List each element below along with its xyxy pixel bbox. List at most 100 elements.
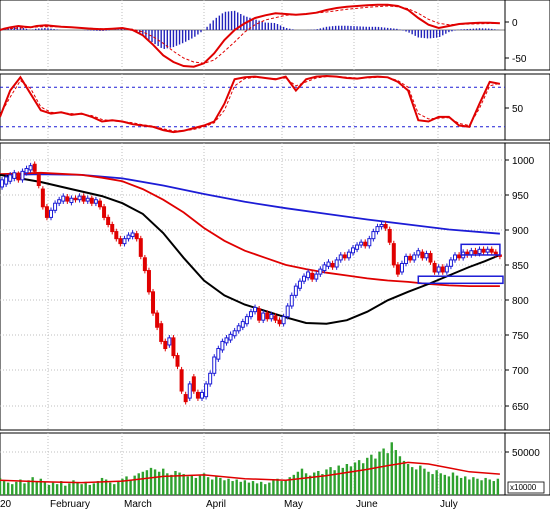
volume-bar: [476, 478, 479, 495]
candle-body: [261, 312, 266, 321]
volume-bar: [198, 475, 202, 495]
volume-bar: [6, 482, 10, 495]
candle-body: [159, 323, 164, 342]
volume-bar: [488, 479, 491, 495]
volume-bar: [406, 464, 410, 495]
candle-body: [367, 238, 372, 247]
candle-body: [57, 199, 62, 204]
volume-bar: [455, 475, 459, 495]
volume-bar: [43, 481, 47, 495]
candle-body: [224, 337, 229, 344]
candle-body: [457, 254, 462, 259]
candle-body: [97, 200, 102, 208]
volume-unit-box: [507, 481, 545, 494]
volume-bar: [374, 458, 377, 495]
candle-body: [489, 248, 494, 253]
candle-body: [236, 325, 241, 332]
candle-body: [444, 265, 449, 273]
moving-average-mid-line: [0, 171, 500, 287]
candle-body: [4, 176, 9, 185]
candle-body: [440, 266, 445, 273]
volume-bar: [84, 481, 87, 495]
volume-bar: [190, 474, 193, 495]
volume-bar: [35, 481, 38, 495]
volume-bar: [329, 467, 332, 495]
volume-bar: [247, 482, 251, 495]
candle-body: [53, 202, 58, 211]
candle-body: [200, 391, 204, 399]
candle-body: [40, 188, 45, 208]
candle-body: [232, 330, 237, 337]
volume-bar: [378, 451, 381, 495]
candle-body: [114, 231, 119, 240]
panels: [0, 0, 550, 496]
candle-body: [253, 306, 258, 313]
candle-body: [24, 168, 29, 174]
candle-body: [363, 241, 368, 247]
candle-body: [297, 280, 302, 289]
volume-bar: [419, 465, 422, 495]
volume-bar: [72, 480, 75, 495]
candle-body: [44, 206, 49, 218]
volume-bar: [468, 479, 471, 495]
candle-body: [220, 340, 225, 351]
candle-body: [330, 262, 335, 268]
volume-bar: [178, 472, 181, 495]
volume-bar: [313, 472, 316, 495]
month-label: April: [206, 499, 226, 510]
volume-bar: [219, 477, 222, 495]
candle-body: [412, 254, 417, 261]
candle-body: [338, 254, 343, 261]
volume-unit-label: x10000: [510, 483, 537, 492]
price-tick-label: 950: [512, 191, 529, 202]
candle-body: [179, 369, 184, 392]
volume-bar: [337, 465, 340, 495]
candle-body: [481, 248, 486, 253]
price-tick-label: 900: [512, 226, 529, 237]
candle-body: [81, 195, 86, 202]
price-tick-label: 850: [512, 261, 529, 272]
candle-body: [485, 248, 490, 253]
volume-bar: [447, 476, 451, 495]
candle-body: [28, 165, 33, 171]
volume-bar: [206, 477, 210, 495]
volume-bar: [108, 482, 112, 495]
volume-bar: [162, 468, 165, 495]
month-label: May: [284, 499, 303, 510]
candle-body: [391, 243, 396, 266]
volume-bar: [182, 474, 185, 495]
candle-body: [216, 348, 221, 360]
candle-body: [432, 262, 437, 273]
volume-bar: [186, 476, 189, 495]
candle-body: [65, 196, 70, 202]
stochastic-tick-label: 50: [512, 104, 524, 115]
candle-body: [248, 311, 253, 318]
macd-tick-label: 0: [512, 18, 518, 29]
candle-body: [61, 195, 66, 202]
candle-body: [77, 195, 82, 201]
candle-body: [285, 305, 290, 318]
candle-body: [453, 254, 458, 261]
volume-bar: [435, 470, 438, 495]
macd-line: [0, 3, 500, 68]
volume-bar: [398, 456, 402, 495]
candle-body: [134, 233, 139, 240]
candle-body: [375, 226, 380, 233]
candle-body: [289, 294, 294, 307]
candle-body: [12, 172, 17, 179]
volume-bar: [215, 476, 218, 495]
candle-body: [399, 262, 404, 273]
month-label: June: [356, 499, 378, 510]
month-label: 20: [0, 499, 12, 510]
candle-body: [379, 223, 384, 228]
candle-body: [383, 223, 388, 229]
volume-bar: [451, 472, 455, 495]
candle-body: [318, 268, 323, 275]
volume-bar: [484, 477, 487, 495]
volume-bar: [284, 479, 287, 495]
candle-body: [240, 321, 245, 328]
volume-bar: [272, 480, 275, 495]
volume-bar: [15, 481, 18, 495]
candle-body: [155, 312, 160, 328]
candle-body: [436, 266, 441, 273]
